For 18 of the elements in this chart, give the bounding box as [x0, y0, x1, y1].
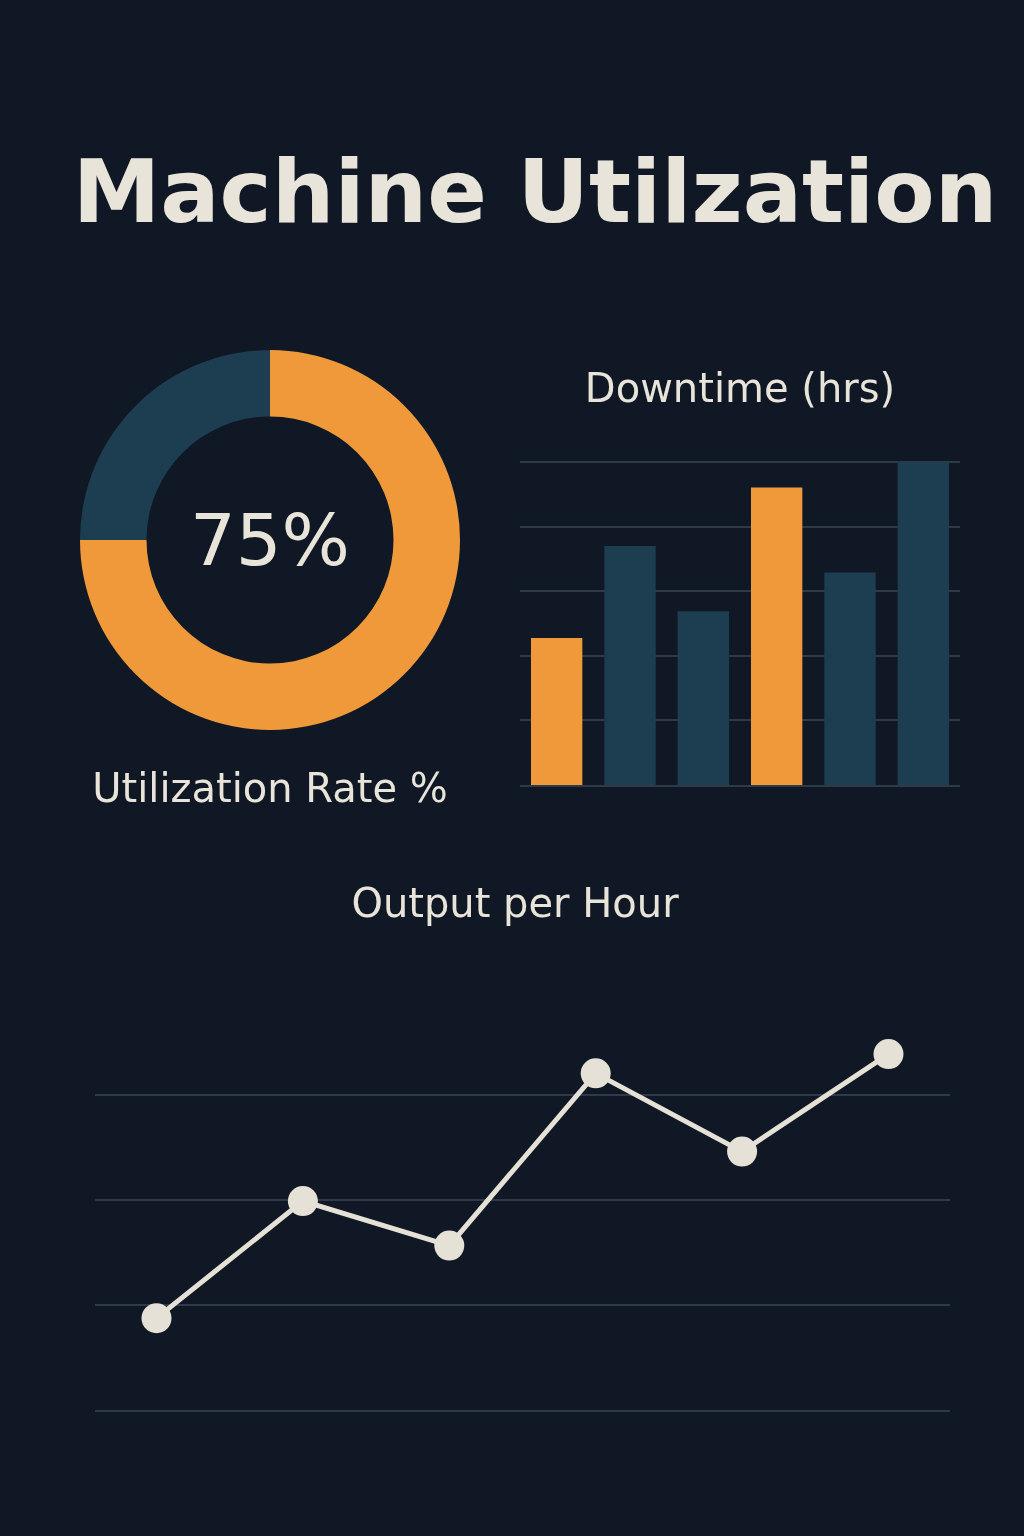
point [287, 1186, 318, 1217]
chart-title: Output per Hour [350, 880, 680, 926]
point [873, 1039, 904, 1070]
text: Utilization Rate % [91, 765, 449, 811]
point [727, 1136, 758, 1167]
text: 75% [190, 498, 351, 582]
bar [604, 545, 656, 785]
point [141, 1303, 172, 1334]
text: Machine Utilzation [71, 140, 999, 243]
bar [897, 462, 949, 785]
donut-slice [80, 350, 460, 730]
bar [677, 611, 729, 785]
bar [531, 638, 583, 785]
point [434, 1230, 465, 1261]
bar [751, 487, 803, 785]
point [580, 1058, 611, 1089]
chart-title: Downtime (hrs) [583, 365, 897, 411]
bar [824, 572, 876, 785]
